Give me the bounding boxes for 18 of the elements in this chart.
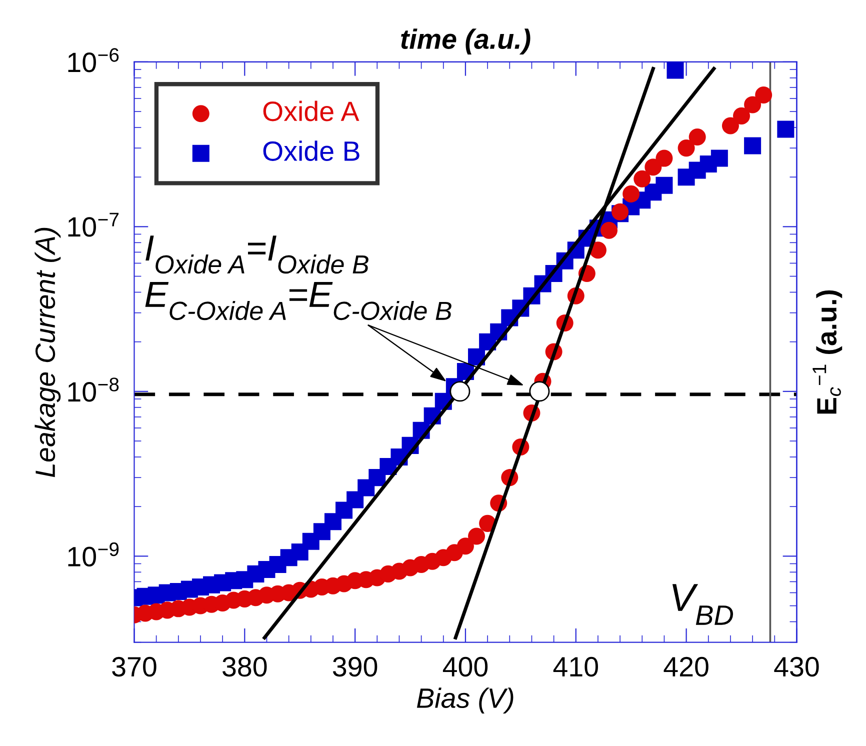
x2-axis-title: time (a.u.) (401, 28, 530, 54)
y2-axis-title: E$_{c}$$^{−1}$ (a.u.) (812, 290, 842, 414)
x-tick-label: 390 (332, 656, 378, 677)
y-tick-label: 10$^{−9}$ (68, 542, 119, 566)
x-tick-label: 400 (442, 656, 488, 677)
y-axis-title: Leakage Current (A) (34, 228, 61, 478)
x-axis-title: Bias (V) (416, 688, 514, 714)
y-tick-label: 10$^{−6}$ (68, 48, 119, 72)
legend-label: Oxide A (263, 100, 360, 122)
legend-label: Oxide B (263, 140, 360, 161)
x-tick-label: 430 (774, 656, 819, 677)
x-tick-label: 370 (112, 656, 156, 677)
x-tick-label: 380 (222, 656, 267, 677)
ref-line-label: VBD (672, 584, 734, 625)
y-tick-label: 10$^{−7}$ (68, 212, 119, 237)
y-tick-label: 10$^{−8}$ (68, 378, 119, 402)
x-tick-label: 420 (664, 656, 708, 677)
x-tick-label: 410 (553, 656, 598, 677)
